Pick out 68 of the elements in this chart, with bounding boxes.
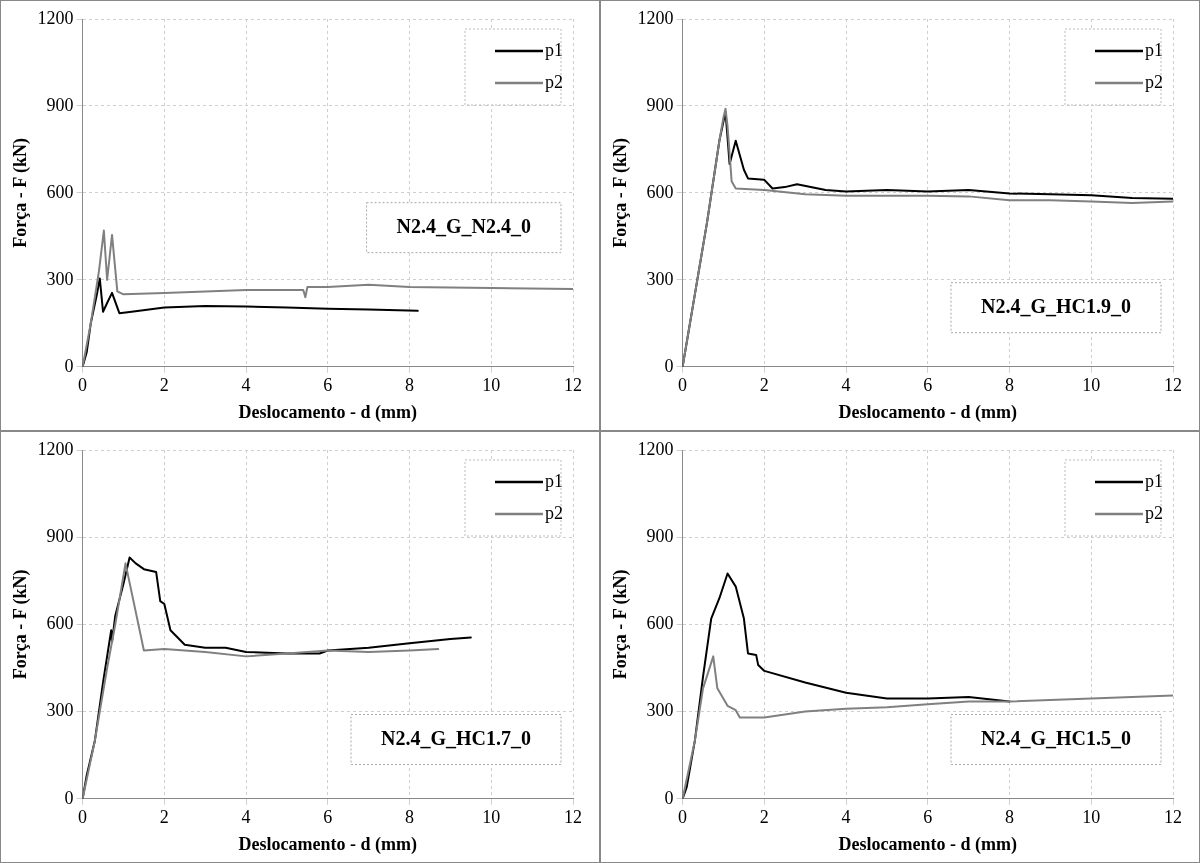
y-tick-label: 0: [64, 787, 74, 808]
x-tick-label: 4: [841, 375, 851, 396]
annotation: N2.4_G_N2.4_0: [396, 214, 531, 237]
y-tick-label: 1200: [37, 438, 74, 459]
x-tick-label: 8: [405, 807, 415, 828]
x-tick-label: 12: [564, 807, 582, 828]
x-tick-label: 2: [759, 807, 769, 828]
x-tick-label: 12: [1164, 807, 1182, 828]
y-tick-label: 300: [646, 268, 674, 289]
y-tick-label: 900: [46, 525, 74, 546]
legend-label: p2: [1145, 502, 1163, 523]
x-tick-label: 10: [1082, 375, 1101, 396]
y-tick-label: 300: [46, 268, 74, 289]
x-tick-label: 4: [241, 807, 251, 828]
x-tick-label: 2: [159, 807, 169, 828]
legend-label: p2: [545, 71, 563, 92]
y-axis-title: Força - F (kN): [610, 569, 632, 680]
y-tick-label: 300: [646, 700, 674, 721]
x-tick-label: 12: [564, 375, 582, 396]
y-tick-label: 600: [646, 181, 674, 202]
x-tick-label: 8: [1005, 807, 1015, 828]
x-tick-label: 4: [841, 807, 851, 828]
y-tick-label: 600: [46, 613, 74, 634]
x-tick-label: 8: [1005, 375, 1015, 396]
x-tick-label: 10: [482, 807, 501, 828]
x-axis-title: Deslocamento - d (mm): [838, 401, 1018, 423]
legend-label: p1: [545, 39, 563, 60]
y-tick-label: 900: [46, 94, 74, 115]
y-tick-label: 1200: [37, 7, 74, 28]
x-axis-title: Deslocamento - d (mm): [238, 833, 418, 855]
x-axis-title: Deslocamento - d (mm): [238, 401, 418, 423]
y-tick-label: 600: [46, 181, 74, 202]
y-tick-label: 0: [64, 355, 74, 376]
y-tick-label: 0: [664, 355, 674, 376]
x-tick-label: 0: [78, 375, 88, 396]
y-tick-label: 0: [664, 787, 674, 808]
y-tick-label: 1200: [637, 7, 674, 28]
annotation: N2.4_G_HC1.9_0: [981, 294, 1131, 317]
x-tick-label: 2: [159, 375, 169, 396]
legend-label: p2: [545, 502, 563, 523]
x-tick-label: 0: [678, 375, 688, 396]
legend-label: p1: [1145, 39, 1163, 60]
x-tick-label: 6: [323, 807, 333, 828]
legend-label: p1: [545, 470, 563, 491]
x-tick-label: 10: [1082, 807, 1101, 828]
x-tick-label: 0: [678, 807, 688, 828]
y-tick-label: 300: [46, 700, 74, 721]
x-tick-label: 2: [759, 375, 769, 396]
x-tick-label: 0: [78, 807, 88, 828]
annotation: N2.4_G_HC1.5_0: [981, 726, 1131, 749]
x-tick-label: 6: [923, 375, 933, 396]
annotation: N2.4_G_HC1.7_0: [381, 726, 531, 749]
x-tick-label: 8: [405, 375, 415, 396]
legend-label: p2: [1145, 71, 1163, 92]
x-tick-label: 12: [1164, 375, 1182, 396]
y-axis-title: Força - F (kN): [10, 138, 32, 248]
x-tick-label: 6: [923, 807, 933, 828]
y-tick-label: 600: [646, 613, 674, 634]
y-axis-title: Força - F (kN): [610, 138, 632, 248]
y-tick-label: 1200: [637, 438, 674, 459]
legend-label: p1: [1145, 470, 1163, 491]
x-axis-title: Deslocamento - d (mm): [838, 833, 1018, 855]
y-axis-title: Força - F (kN): [10, 569, 32, 680]
x-tick-label: 10: [482, 375, 501, 396]
y-tick-label: 900: [646, 94, 674, 115]
x-tick-label: 6: [323, 375, 333, 396]
x-tick-label: 4: [241, 375, 251, 396]
y-tick-label: 900: [646, 525, 674, 546]
